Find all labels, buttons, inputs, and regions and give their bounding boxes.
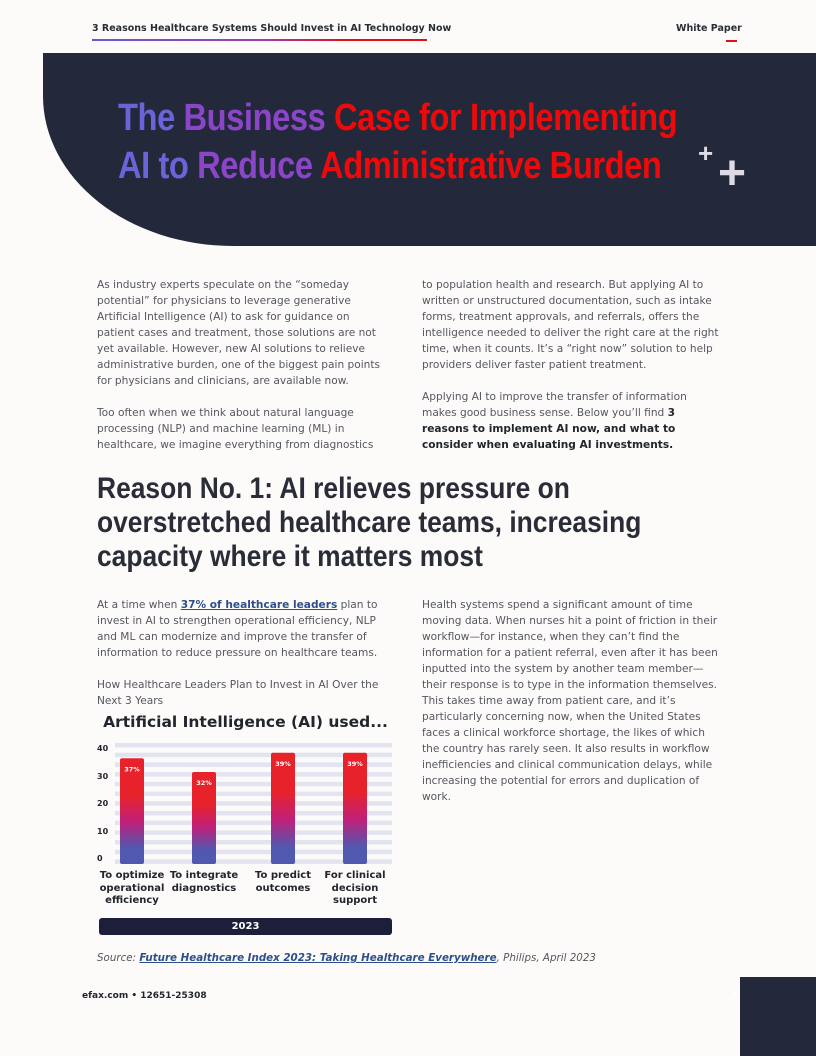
page-title: The Business Case for Implementing AI to… <box>118 94 678 190</box>
section-heading: Reason No. 1: AI relieves pressure on ov… <box>97 472 642 573</box>
bar <box>120 758 144 864</box>
grid-stripe <box>115 752 392 758</box>
title-part: Business <box>183 97 334 139</box>
y-tick-label: 20 <box>97 799 109 808</box>
page-number: 3 <box>731 991 738 1001</box>
running-title: 3 Reasons Healthcare Systems Should Inve… <box>92 23 452 34</box>
paragraph: to population health and research. But a… <box>422 279 719 371</box>
doc-type-label: White Paper <box>676 23 742 34</box>
bar-data-label: 39% <box>275 760 291 768</box>
title-part: AI to <box>118 145 198 187</box>
grid-stripe <box>115 840 392 845</box>
reason-left-column: At a time when 37% of healthcare leaders… <box>97 597 389 725</box>
bar-data-label: 39% <box>347 760 363 768</box>
chart-title: Artificial Intelligence (AI) used... <box>103 713 388 731</box>
title-banner <box>43 53 816 246</box>
bar <box>271 752 295 864</box>
grid-stripe <box>115 859 392 864</box>
y-tick-label: 40 <box>97 744 109 753</box>
grid-stripe <box>115 772 392 777</box>
title-part: Administrative Burden <box>320 145 662 187</box>
page-number-box <box>740 977 816 1056</box>
category-label: To integrate diagnostics <box>169 870 239 894</box>
title-part: Case for Implementing <box>333 97 678 139</box>
chart-caption: How Healthcare Leaders Plan to Invest in… <box>97 679 379 707</box>
bar-data-label: 32% <box>196 779 212 787</box>
category-label: To predict outcomes <box>254 870 311 894</box>
year-label: 2023 <box>99 918 392 935</box>
y-tick-label: 30 <box>97 771 109 781</box>
bar-data-label: 37% <box>124 765 140 773</box>
grid-stripe <box>115 830 392 835</box>
grid-stripe <box>115 801 392 806</box>
intro-left-column: As industry experts speculate on the “so… <box>97 277 389 469</box>
doc-type-underline <box>726 40 737 42</box>
category-label: For clinical decision support <box>324 870 386 906</box>
grid-stripe <box>115 762 392 767</box>
title-part: The <box>118 97 184 139</box>
y-tick-label: 10 <box>97 826 109 836</box>
grid-stripe <box>115 781 392 787</box>
plus-large-icon: + <box>718 147 747 200</box>
bar <box>192 772 216 864</box>
running-title-underline <box>92 39 427 41</box>
reason-right-column: Health systems spend a significant amoun… <box>422 597 724 821</box>
y-tick-label: 0 <box>97 854 103 863</box>
intro-right-column: to population health and research. But a… <box>422 277 724 469</box>
footer-site: efax.com • 12651-25308 <box>82 991 207 1001</box>
paragraph: Health systems spend a significant amoun… <box>422 599 718 803</box>
bar <box>343 752 367 864</box>
paragraph: At a time when 37% of healthcare leaders… <box>97 599 378 659</box>
title-part: Reduce <box>197 145 321 187</box>
plus-small-icon: + <box>698 138 714 168</box>
paragraph: Applying AI to improve the transfer of i… <box>422 391 687 451</box>
source-link[interactable]: Future Healthcare Index 2023: Taking Hea… <box>139 952 497 964</box>
source-citation: Source: Future Healthcare Index 2023: Ta… <box>97 952 596 964</box>
grid-stripe <box>115 743 392 748</box>
grid-stripe <box>115 810 392 816</box>
grid-stripe <box>115 791 392 796</box>
paragraph: Too often when we think about natural la… <box>97 407 374 451</box>
grid-stripe <box>115 849 392 855</box>
category-label: To optimize operational efficiency <box>99 870 165 906</box>
grid-stripe <box>115 820 392 826</box>
stat-link[interactable]: 37% of healthcare leaders <box>180 599 338 611</box>
paragraph: As industry experts speculate on the “so… <box>97 279 381 387</box>
